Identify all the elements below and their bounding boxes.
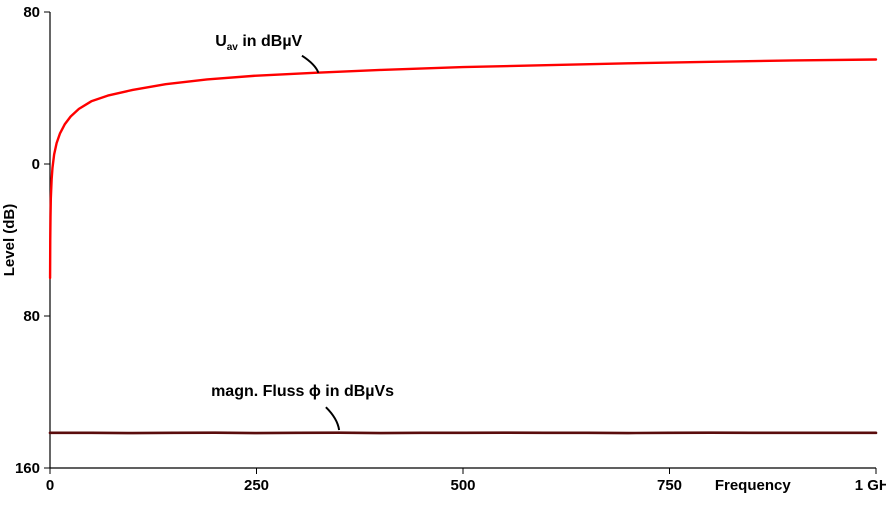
y-tick-label: 0 [32, 156, 40, 173]
y-tick-label: 160 [15, 460, 40, 477]
x-tick-label: 500 [450, 477, 475, 494]
x-axis-label: Frequency [715, 477, 792, 494]
chart-svg: 0 250 500 750 1 GHz Frequency 80 0 80 160 Level (d… [0, 0, 886, 517]
x-tick-label: 250 [244, 477, 269, 494]
y-axis-label: Level (dB) [1, 204, 18, 277]
x-tick-label: 1 GHz [855, 477, 886, 494]
x-tick-label: 0 [46, 477, 54, 494]
y-tick-label: 80 [23, 308, 40, 325]
chart-container: 0 250 500 750 1 GHz Frequency 80 0 80 160 Level (d… [0, 0, 886, 517]
annotation-fluss_label: magn. Fluss ϕ in dBµVs [211, 383, 394, 400]
y-tick-label: 80 [23, 4, 40, 21]
x-tick-label: 750 [657, 477, 682, 494]
